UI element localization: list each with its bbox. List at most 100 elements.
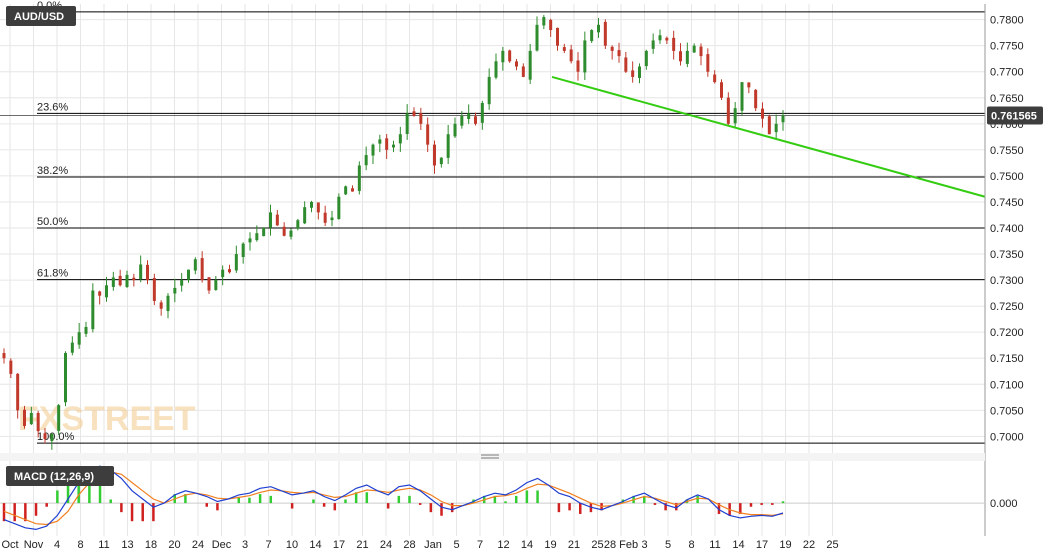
date-axis: Oct Nov 4 8 11 13 18 20 24 Dec 3 7 10 14 17 21 24 28 Jan 5 7… <box>1 539 838 551</box>
pane-divider[interactable] <box>0 453 985 461</box>
candle-body <box>631 70 635 77</box>
chart-title: AUD/USD <box>6 6 76 26</box>
fib-label: 23.6% <box>37 101 68 113</box>
candle-body <box>57 405 61 431</box>
x-tick-label: Oct <box>1 539 18 551</box>
title-text: AUD/USD <box>14 11 64 23</box>
candle-body <box>740 82 744 111</box>
candle-body <box>508 50 512 62</box>
x-tick-label: 28 <box>403 539 415 551</box>
candle-body <box>556 27 559 46</box>
macd-label-box <box>6 466 114 486</box>
candle-body <box>364 155 368 166</box>
y-tick-label: 0.7500 <box>990 171 1024 183</box>
macd-pane: 0.000 MACD (12,26,9) <box>0 465 1018 531</box>
candle-body <box>9 360 13 374</box>
candle-body <box>200 258 204 281</box>
candle-body <box>282 226 286 236</box>
y-tick-label: 0.7150 <box>990 353 1024 365</box>
candle-body <box>747 82 751 88</box>
candle-body <box>241 243 245 258</box>
candle-body <box>610 46 614 51</box>
candle-body <box>152 277 156 301</box>
candle-body <box>583 40 587 73</box>
candle-body <box>474 116 477 124</box>
candle-body <box>378 139 382 144</box>
candle-body <box>535 24 539 51</box>
candle-body <box>173 287 177 294</box>
candle-body <box>487 76 491 105</box>
candle-body <box>562 47 566 51</box>
candle-body <box>146 264 149 281</box>
candle-body <box>412 111 416 116</box>
candle-body <box>685 50 689 64</box>
candle-body <box>774 123 778 133</box>
candle-body <box>275 214 279 226</box>
candle-body <box>692 45 696 53</box>
y-tick-label: 0.7050 <box>990 405 1024 417</box>
x-tick-label: 21 <box>356 539 368 551</box>
candle-body <box>767 116 771 135</box>
x-tick-label: 11 <box>98 539 109 551</box>
candle-body <box>132 277 136 281</box>
candle-body <box>706 54 710 72</box>
x-tick-label: 19 <box>779 539 791 551</box>
candle-body <box>221 269 225 278</box>
y-tick-label: 0.7700 <box>990 67 1024 79</box>
fib-label: 61.8% <box>37 268 68 280</box>
watermark: FXSTREET <box>18 400 196 438</box>
candle-body <box>590 30 594 42</box>
macd-line <box>3 465 784 531</box>
candle-body <box>29 412 33 425</box>
x-tick-label: 3 <box>242 539 248 551</box>
y-tick-label: 0.7350 <box>990 249 1024 261</box>
x-tick-label: 17 <box>756 539 768 551</box>
x-tick-label: 21 <box>568 539 580 551</box>
y-tick-label: 0.7550 <box>990 145 1024 157</box>
candle-body <box>50 433 54 442</box>
y-tick-label: 0.7300 <box>990 275 1024 287</box>
trend-line <box>551 75 986 198</box>
y-tick-label: 0.7800 <box>990 15 1024 27</box>
y-tick-label: 0.7100 <box>990 379 1024 391</box>
x-tick-label: 18 <box>145 539 157 551</box>
candle-body <box>125 274 129 288</box>
x-tick-label: Dec <box>212 539 232 551</box>
x-tick-label: 22 <box>803 539 815 551</box>
candle-body <box>330 217 334 221</box>
trendline <box>551 75 986 198</box>
candle-body <box>166 295 170 312</box>
candle-body <box>528 50 532 80</box>
candle-body <box>617 50 621 57</box>
x-tick-label: 14 <box>521 539 533 551</box>
candle-body <box>549 19 553 31</box>
price-tag-box <box>987 106 1043 125</box>
candle-body <box>310 201 313 208</box>
candle-body <box>289 230 293 237</box>
candle-body <box>644 50 648 67</box>
candle-body <box>371 144 375 156</box>
candle-body <box>77 332 81 345</box>
candle-body <box>439 157 443 165</box>
y-tick-label: 0.7450 <box>990 197 1024 209</box>
candle-body <box>603 21 607 46</box>
price-tag: 0.761565 <box>987 106 1043 125</box>
candle-body <box>638 66 641 78</box>
candle-body <box>187 269 190 280</box>
y-tick-label: 0.7200 <box>990 327 1024 339</box>
x-tick-label: 28 Feb <box>604 539 638 551</box>
candle-body <box>84 326 88 334</box>
candle-body <box>344 186 348 195</box>
candle-body <box>480 102 484 123</box>
candle-body <box>255 233 259 241</box>
candle-body <box>139 264 143 280</box>
candle-body <box>726 97 730 124</box>
candle-body <box>303 207 307 224</box>
candle-body <box>228 269 231 273</box>
x-tick-label: 10 <box>286 539 298 551</box>
x-tick-label: 8 <box>77 539 83 551</box>
candle-body <box>207 277 211 291</box>
candle-body <box>357 165 361 191</box>
